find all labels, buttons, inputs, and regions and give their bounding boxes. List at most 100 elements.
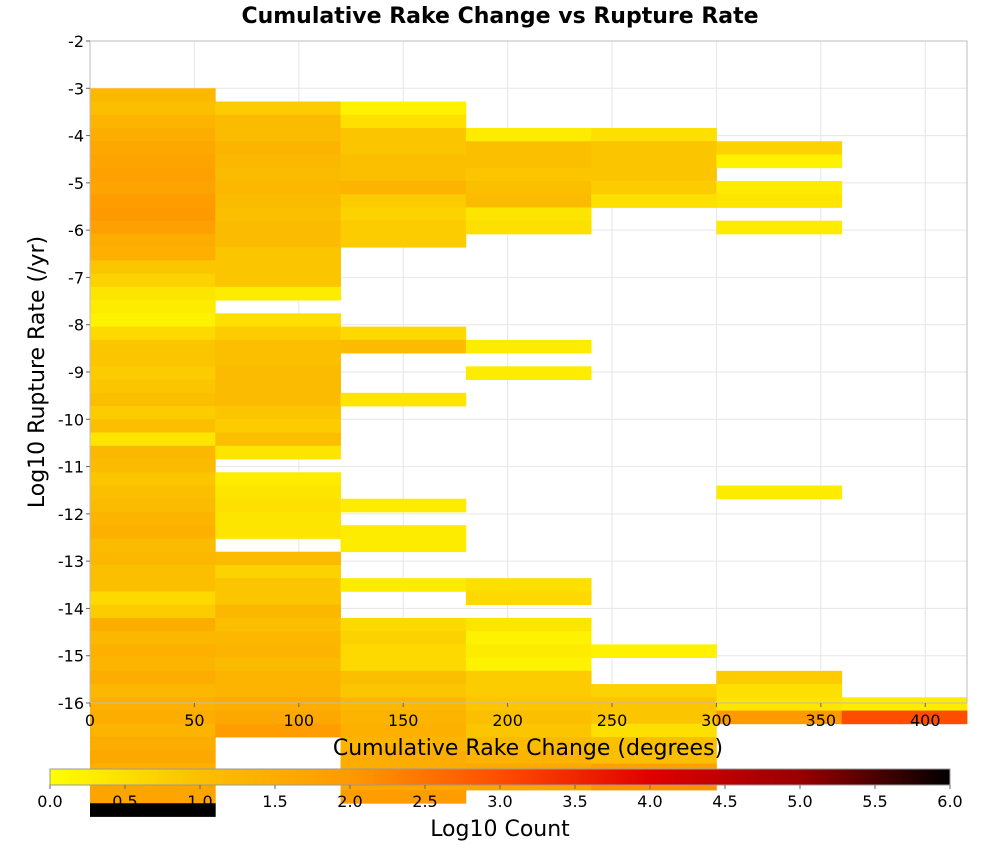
heatmap-cell bbox=[215, 339, 341, 354]
heatmap-cell bbox=[215, 432, 341, 447]
heatmap-cells bbox=[90, 88, 968, 817]
heatmap-cell bbox=[215, 313, 341, 328]
colorbar-tick-label: 0.0 bbox=[37, 792, 62, 811]
y-tick-label: -4 bbox=[68, 127, 84, 146]
heatmap-cell bbox=[215, 485, 341, 500]
heatmap-cell bbox=[215, 525, 341, 539]
heatmap-cell bbox=[340, 194, 467, 208]
x-tick-label: 350 bbox=[806, 711, 837, 730]
heatmap-cell bbox=[465, 154, 592, 169]
x-axis-ticks: 0 50 100 150 200 250 300 350 400 bbox=[85, 703, 941, 730]
heatmap-cell bbox=[90, 167, 216, 182]
y-tick-label: -6 bbox=[68, 221, 84, 240]
heatmap-cell bbox=[215, 220, 341, 235]
heatmap-cell bbox=[215, 207, 341, 222]
heatmap-cell bbox=[215, 260, 341, 275]
x-tick-label: 150 bbox=[388, 711, 419, 730]
heatmap-cell bbox=[591, 141, 717, 155]
heatmap-cell bbox=[591, 710, 717, 725]
heatmap-cell bbox=[591, 644, 717, 659]
heatmap-cell bbox=[465, 207, 592, 222]
heatmap-cell bbox=[340, 538, 467, 553]
heatmap-cell bbox=[90, 114, 216, 129]
heatmap-cell bbox=[340, 644, 467, 659]
heatmap-cell bbox=[465, 631, 592, 645]
heatmap-cell bbox=[340, 220, 467, 235]
heatmap-cell bbox=[90, 141, 216, 155]
heatmap-cell bbox=[465, 684, 592, 698]
heatmap-cell bbox=[90, 459, 216, 473]
heatmap-cell bbox=[90, 326, 216, 341]
y-tick-label: -7 bbox=[68, 268, 84, 287]
heatmap-cell bbox=[340, 154, 467, 169]
heatmap-cell bbox=[340, 180, 467, 195]
heatmap-cell bbox=[90, 670, 216, 685]
heatmap-cell bbox=[215, 114, 341, 129]
heatmap-cell bbox=[90, 511, 216, 526]
heatmap-cell bbox=[215, 154, 341, 169]
heatmap-cell bbox=[90, 684, 216, 698]
heatmap-cell bbox=[215, 604, 341, 619]
heatmap-cell bbox=[90, 485, 216, 500]
heatmap-cell bbox=[591, 750, 717, 764]
heatmap-cell bbox=[215, 353, 341, 367]
heatmap-cell bbox=[90, 419, 216, 433]
heatmap-cell bbox=[90, 538, 216, 553]
y-tick-label: -15 bbox=[58, 647, 84, 666]
heatmap-cell bbox=[591, 128, 717, 142]
heatmap-cell bbox=[465, 339, 592, 354]
heatmap-cell bbox=[215, 710, 341, 725]
heatmap-cell bbox=[215, 128, 341, 142]
heatmap-cell bbox=[340, 750, 467, 764]
heatmap-cell bbox=[591, 684, 717, 698]
heatmap-cell bbox=[215, 101, 341, 116]
colorbar-tick-label: 2.0 bbox=[337, 792, 362, 811]
heatmap-cell bbox=[340, 525, 467, 539]
colorbar-tick-label: 5.0 bbox=[787, 792, 812, 811]
heatmap-cell bbox=[215, 326, 341, 341]
heatmap-cell bbox=[215, 631, 341, 645]
heatmap-cell bbox=[591, 167, 717, 182]
colorbar-tick-label: 3.5 bbox=[562, 792, 587, 811]
heatmap-cell bbox=[90, 498, 216, 513]
heatmap-cell bbox=[841, 697, 968, 711]
heatmap-cell bbox=[90, 220, 216, 235]
heatmap-cell bbox=[591, 154, 717, 169]
heatmap-cell bbox=[90, 128, 216, 142]
y-tick-label: -5 bbox=[68, 174, 84, 193]
heatmap-cell bbox=[716, 180, 843, 195]
heatmap-cell bbox=[90, 392, 216, 407]
heatmap-cell bbox=[465, 578, 592, 592]
heatmap-cell bbox=[90, 366, 216, 380]
colorbar-tick-label: 0.5 bbox=[112, 792, 137, 811]
y-tick-label: -13 bbox=[58, 552, 84, 571]
heatmap-cell bbox=[90, 286, 216, 301]
heatmap-cell bbox=[340, 710, 467, 725]
y-tick-label: -14 bbox=[58, 599, 84, 618]
heatmap-cell bbox=[90, 233, 216, 248]
heatmap-cell bbox=[716, 220, 843, 235]
heatmap-cell bbox=[215, 167, 341, 182]
heatmap-cell bbox=[340, 670, 467, 685]
colorbar-ticks: 0.0 0.5 1.0 1.5 2.0 2.5 3.0 3.5 4.0 4.5 5.0 5.5 6.0 bbox=[37, 785, 963, 811]
heatmap-cell bbox=[90, 353, 216, 367]
heatmap-cell bbox=[340, 684, 467, 698]
heatmap-cell bbox=[591, 697, 717, 711]
heatmap-cell bbox=[90, 723, 216, 738]
y-tick-label: -9 bbox=[68, 363, 84, 382]
heatmap-cell bbox=[340, 101, 467, 116]
heatmap-cell bbox=[465, 167, 592, 182]
heatmap-cell bbox=[340, 326, 467, 341]
heatmap-cell bbox=[465, 710, 592, 725]
heatmap-cell bbox=[90, 578, 216, 592]
heatmap-cell bbox=[215, 617, 341, 632]
heatmap-cell bbox=[90, 631, 216, 645]
colorbar bbox=[50, 769, 950, 785]
heatmap-cell bbox=[215, 670, 341, 685]
colorbar-tick-label: 3.0 bbox=[487, 792, 512, 811]
heatmap-cell bbox=[90, 737, 216, 751]
y-tick-label: -8 bbox=[68, 316, 84, 335]
heatmap-cell bbox=[716, 684, 843, 698]
heatmap-cell bbox=[215, 366, 341, 380]
heatmap-cell bbox=[340, 790, 467, 804]
